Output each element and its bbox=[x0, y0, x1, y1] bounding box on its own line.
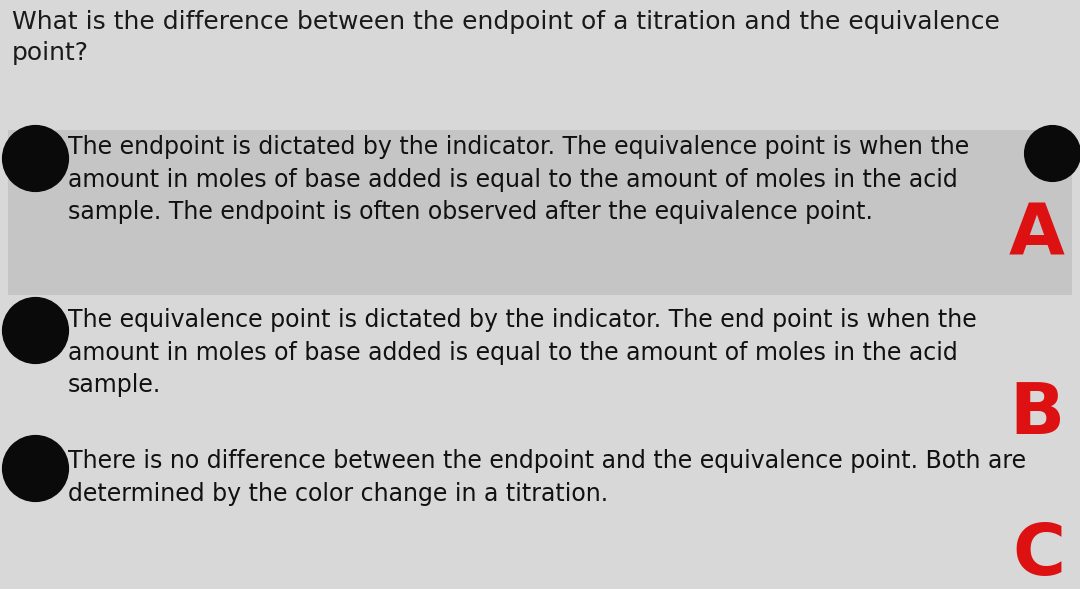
Text: C: C bbox=[1012, 521, 1065, 589]
Text: The endpoint is dictated by the indicator. The equivalence point is when the
amo: The endpoint is dictated by the indicato… bbox=[68, 135, 969, 224]
Point bbox=[26, 153, 43, 163]
Text: There is no difference between the endpoint and the equivalence point. Both are
: There is no difference between the endpo… bbox=[68, 449, 1026, 505]
Text: The equivalence point is dictated by the indicator. The end point is when the
am: The equivalence point is dictated by the… bbox=[68, 308, 976, 397]
FancyBboxPatch shape bbox=[8, 130, 1072, 295]
Point bbox=[26, 325, 43, 335]
Text: What is the difference between the endpoint of a titration and the equivalence
p: What is the difference between the endpo… bbox=[12, 10, 1000, 65]
Text: B: B bbox=[1010, 380, 1065, 449]
Point bbox=[26, 464, 43, 473]
Point bbox=[1043, 148, 1061, 158]
Text: A: A bbox=[1009, 200, 1065, 270]
